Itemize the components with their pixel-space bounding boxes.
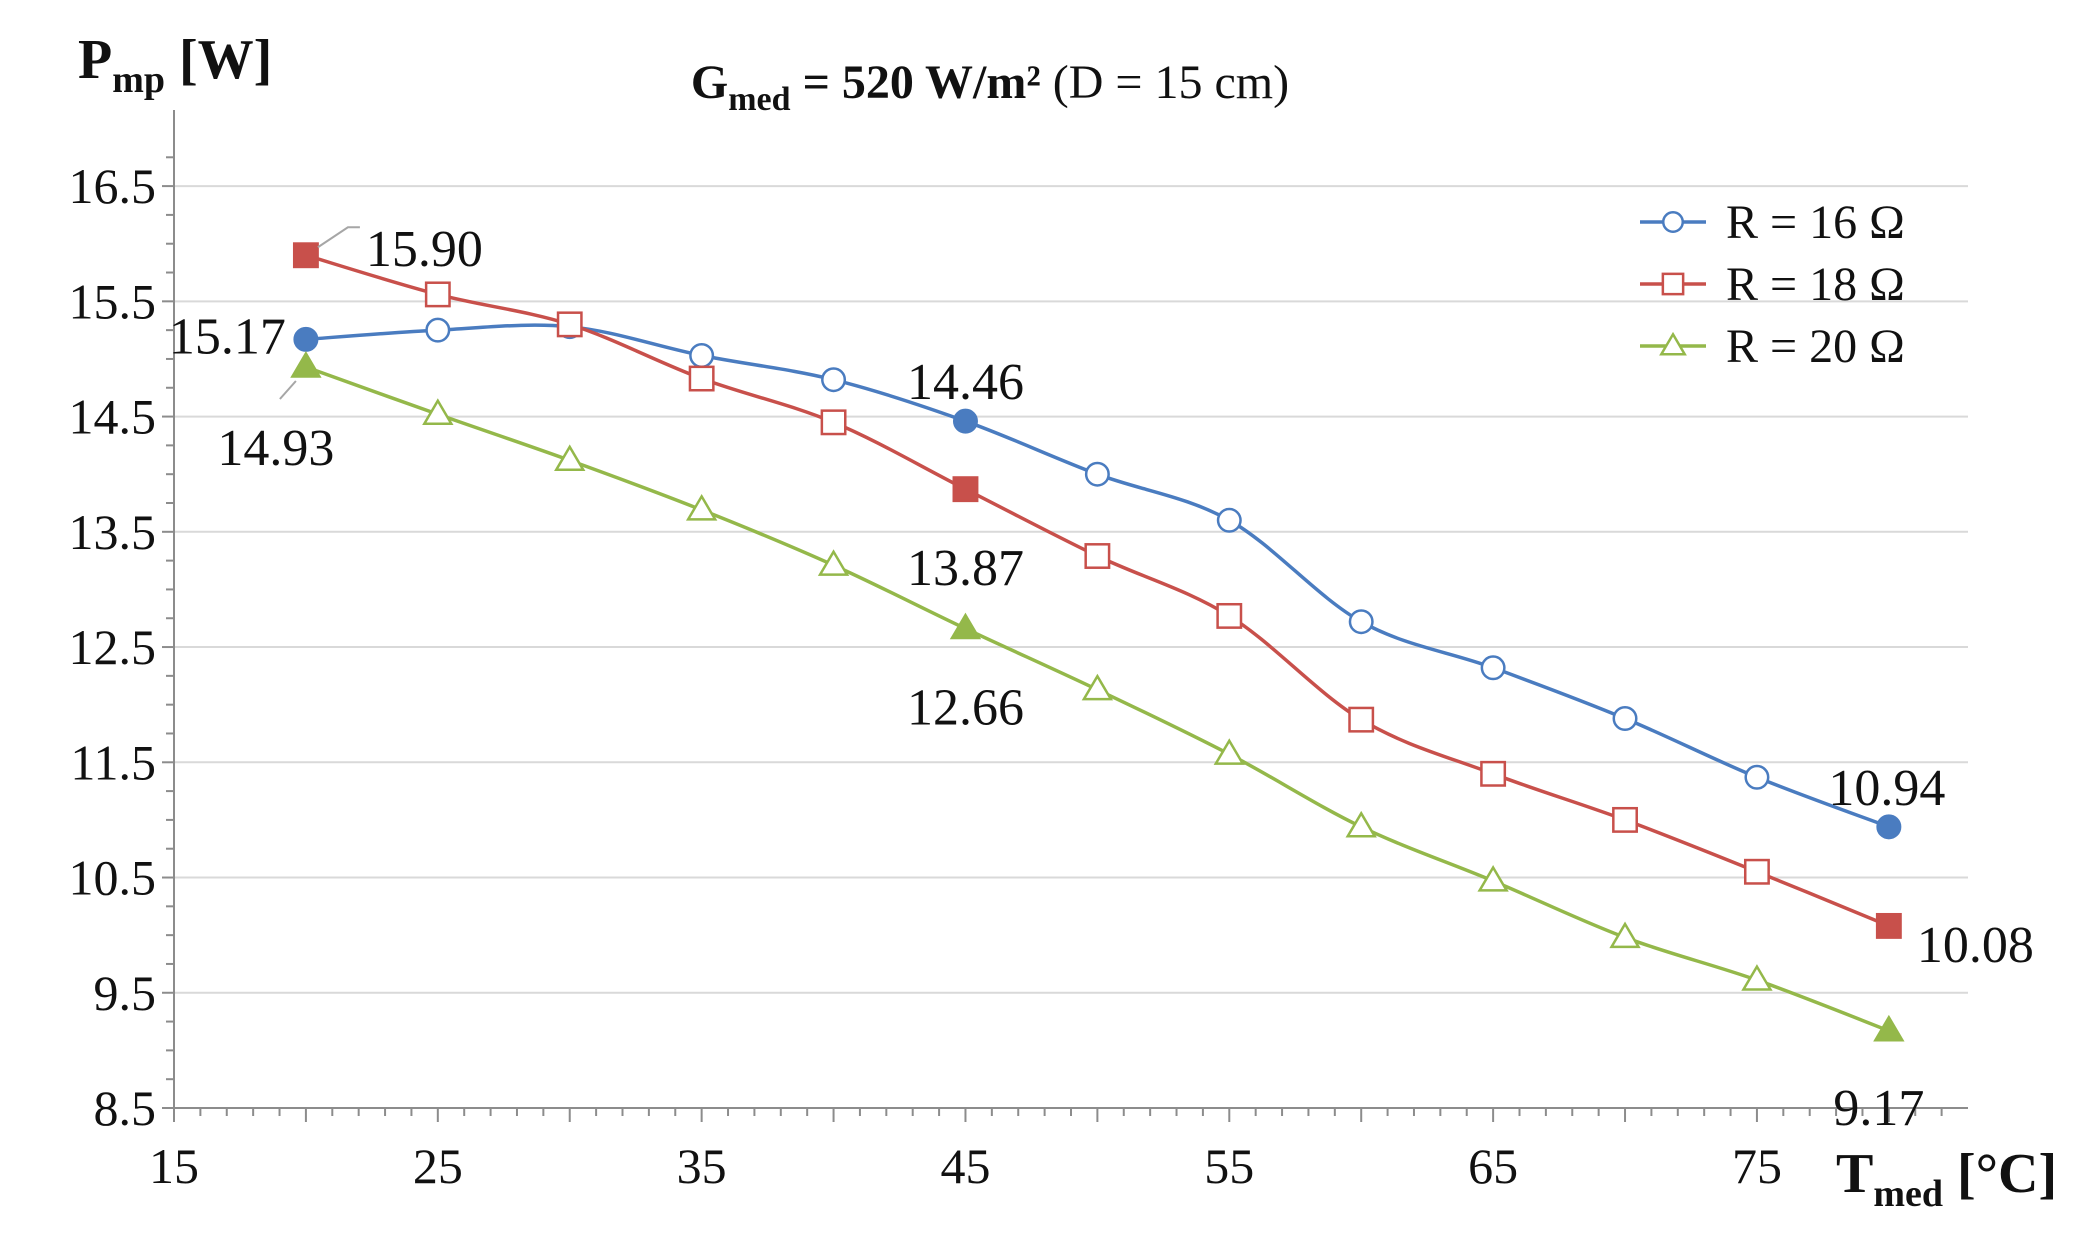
x-tick-label: 75 <box>1732 1138 1782 1194</box>
data-label: 10.94 <box>1828 760 1945 817</box>
y-tick-label: 16.5 <box>69 158 157 214</box>
data-point-triangle <box>1345 810 1377 838</box>
series-line-2 <box>305 253 1890 928</box>
y-tick-label: 11.5 <box>70 734 156 790</box>
data-point-square <box>1216 602 1243 629</box>
y-tick-label: 15.5 <box>69 273 157 329</box>
legend-entry-2: R = 18 Ω <box>1640 258 1905 311</box>
label-leader-line <box>279 380 297 400</box>
data-labels: 15.90 15.17 14.93 14.46 13.87 12.66 10.94 10.08… <box>169 221 2034 1137</box>
data-point-square <box>688 365 715 392</box>
legend: R = 16 Ω R = 18 Ω R = 20 Ω <box>1640 196 1905 373</box>
data-point-circle <box>1480 655 1506 681</box>
y-tick-label: 8.5 <box>94 1080 157 1136</box>
y-tick-label: 14.5 <box>69 389 157 445</box>
y-axis-title: Pmp [W] <box>78 29 272 101</box>
legend-marker-square <box>1661 272 1685 296</box>
y-tick-label: 9.5 <box>94 965 157 1021</box>
data-point-square <box>1348 706 1375 733</box>
data-point-circle <box>1348 609 1374 635</box>
data-point-square <box>556 311 583 338</box>
legend-marker-triangle <box>1659 331 1687 356</box>
x-axis-title: Tmed [°C] <box>1836 1143 2057 1215</box>
data-label: 9.17 <box>1833 1080 1924 1137</box>
data-point-triangle <box>290 351 322 378</box>
data-point-triangle <box>685 493 718 521</box>
x-tick-label: 65 <box>1468 1138 1518 1194</box>
x-tick-label: 45 <box>940 1138 990 1194</box>
data-point-circle <box>689 342 715 368</box>
data-point-square <box>1743 858 1770 885</box>
y-tick-label: 12.5 <box>69 619 157 675</box>
data-point-circle <box>1084 461 1110 487</box>
data-label: 10.08 <box>1917 917 2034 974</box>
data-point-square <box>820 409 847 436</box>
data-point-circle <box>293 326 319 352</box>
data-point-triangle <box>1609 921 1641 949</box>
data-point-square <box>1084 543 1111 569</box>
data-point-square <box>1875 912 1902 939</box>
data-point-triangle <box>817 549 850 576</box>
x-tick-label: 35 <box>677 1138 727 1194</box>
axes: 16.5 15.5 14.5 13.5 12.5 11.5 10.5 9.5 8.515 25 35… <box>69 110 1968 1194</box>
data-point-triangle <box>1741 964 1773 991</box>
legend-entry-3: R = 20 Ω <box>1640 320 1905 373</box>
data-point-circle <box>821 367 847 393</box>
data-point-circle <box>952 408 978 434</box>
data-point-circle <box>1612 705 1638 731</box>
data-label: 13.87 <box>907 540 1024 597</box>
data-point-triangle <box>554 444 586 472</box>
data-point-square <box>292 242 319 269</box>
data-label: 14.93 <box>217 420 334 477</box>
legend-label: R = 16 Ω <box>1726 196 1905 249</box>
data-point-triangle <box>1477 865 1509 892</box>
data-label: 15.90 <box>366 221 483 278</box>
series-layer <box>290 242 1905 1042</box>
y-tick-label: 13.5 <box>69 504 157 560</box>
data-point-circle <box>425 317 451 343</box>
data-point-triangle <box>1081 673 1114 701</box>
data-point-triangle <box>1873 1014 1905 1042</box>
x-tick-label: 25 <box>413 1138 463 1194</box>
series-line-1 <box>305 323 1890 829</box>
y-tick-label: 10.5 <box>69 850 157 906</box>
legend-label: R = 20 Ω <box>1726 320 1905 373</box>
data-point-triangle <box>949 612 982 640</box>
data-label: 15.17 <box>169 308 286 365</box>
chart-title: Gmed = 520 W/m² (D = 15 cm) <box>691 56 1289 118</box>
data-point-square <box>424 281 451 308</box>
data-point-triangle <box>422 398 454 425</box>
data-point-circle <box>1876 814 1902 840</box>
data-label: 12.66 <box>907 680 1024 737</box>
legend-entry-1: R = 16 Ω <box>1640 196 1905 249</box>
data-point-square <box>1612 806 1638 833</box>
data-point-triangle <box>1213 738 1245 765</box>
x-tick-label: 15 <box>149 1138 199 1194</box>
data-point-square <box>952 476 979 503</box>
data-point-square <box>1480 760 1507 787</box>
data-label: 14.46 <box>907 354 1024 411</box>
legend-label: R = 18 Ω <box>1726 258 1905 311</box>
label-leader-line <box>317 226 360 249</box>
data-point-circle <box>1744 764 1770 790</box>
data-point-circle <box>1216 507 1242 533</box>
legend-marker-circle <box>1662 211 1684 233</box>
x-tick-label: 55 <box>1204 1138 1254 1194</box>
